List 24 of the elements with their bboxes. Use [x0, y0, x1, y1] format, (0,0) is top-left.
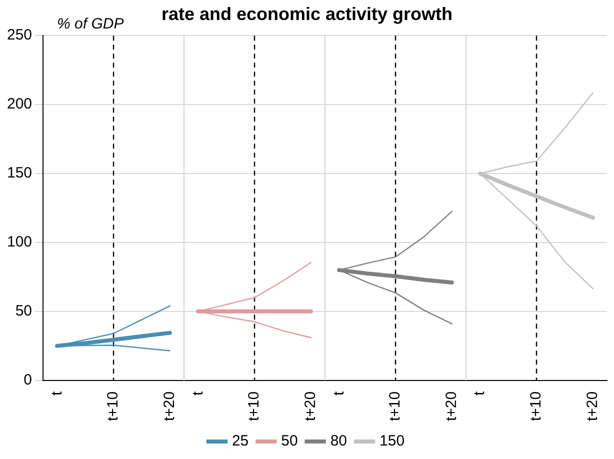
chart-title: rate and economic activity growth: [161, 4, 453, 24]
x-tick-label: t+10: [104, 391, 122, 422]
x-tick-label: t+10: [528, 391, 545, 422]
y-tick-label: 200: [6, 96, 32, 113]
x-tick-label: t: [471, 390, 488, 396]
y-tick-label: 0: [24, 372, 32, 389]
y-tick-label: 250: [6, 26, 32, 44]
y-tick-label: 50: [15, 302, 32, 320]
x-tick-label: t+20: [584, 391, 602, 422]
y-axis-title: % of GDP: [57, 15, 124, 32]
x-tick-label: t+20: [443, 391, 460, 422]
x-tick-label: t+20: [302, 391, 320, 422]
legend-label: 25: [232, 432, 249, 450]
x-tick-label: t+10: [386, 391, 404, 422]
x-tick-label: t+10: [246, 391, 263, 422]
legend-label: 50: [281, 432, 298, 450]
x-tick-label: t: [48, 390, 66, 396]
legend-label: 80: [330, 432, 348, 450]
x-tick-label: t: [330, 390, 348, 396]
legend-label: 150: [380, 432, 405, 450]
y-tick-label: 150: [6, 164, 32, 182]
x-tick-label: t+20: [161, 391, 178, 422]
y-tick-label: 100: [6, 234, 32, 251]
x-tick-label: t: [189, 390, 206, 396]
